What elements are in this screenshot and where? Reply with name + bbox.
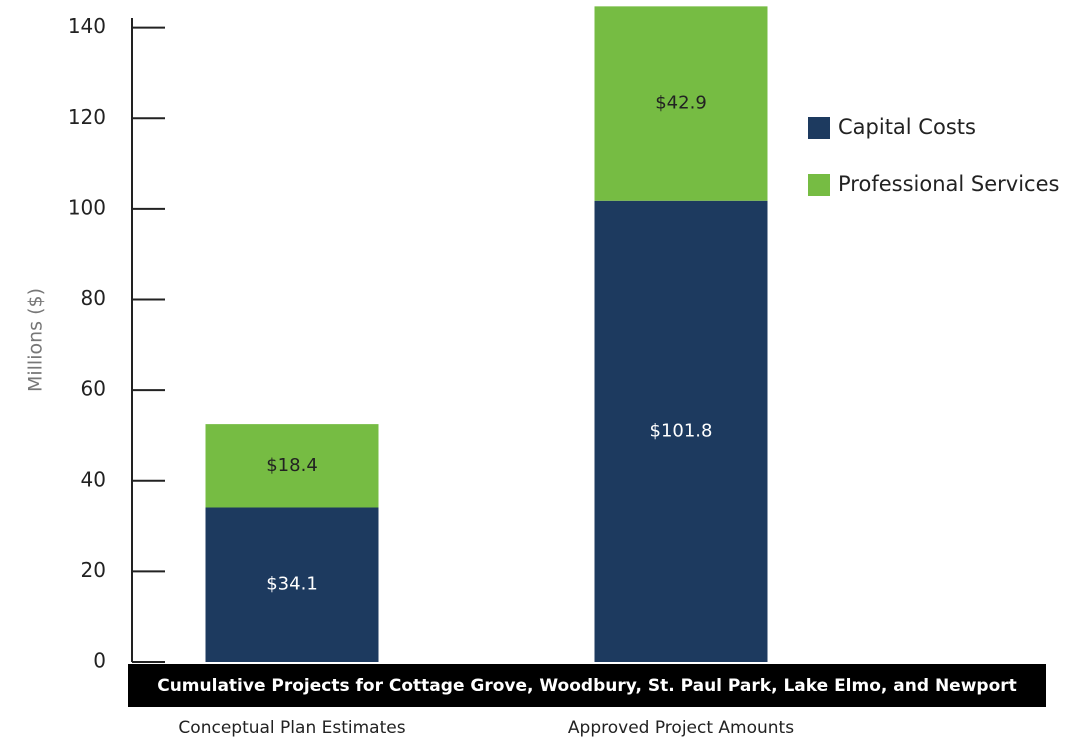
y-tick-label: 60 [81,377,106,401]
x-tick-label: Approved Project Amounts [568,718,794,738]
legend-swatch [808,117,830,139]
value-label: $18.4 [266,455,318,476]
y-tick-label: 140 [68,14,106,38]
x-tick-label: Conceptual Plan Estimates [178,718,405,738]
y-axis-label: Millions ($) [25,288,47,392]
chart-title: Cumulative Projects for Cottage Grove, W… [157,676,1017,696]
value-label: $34.1 [266,574,318,595]
y-tick-label: 100 [68,195,106,219]
value-label: $101.8 [650,420,713,441]
y-tick-label: 80 [81,286,106,310]
legend-label: Capital Costs [838,115,976,139]
value-label: $42.9 [655,93,707,114]
legend-label: Professional Services [838,172,1059,196]
bar-segment [594,6,768,201]
y-tick-label: 120 [68,105,106,129]
bar-segment [205,507,379,662]
legend-swatch [808,174,830,196]
y-tick-label: 0 [93,649,106,673]
bar-segment [205,424,379,508]
y-tick-label: 20 [81,558,106,582]
title-band [128,664,1046,707]
bar-segment [594,200,768,662]
y-tick-label: 40 [81,467,106,491]
